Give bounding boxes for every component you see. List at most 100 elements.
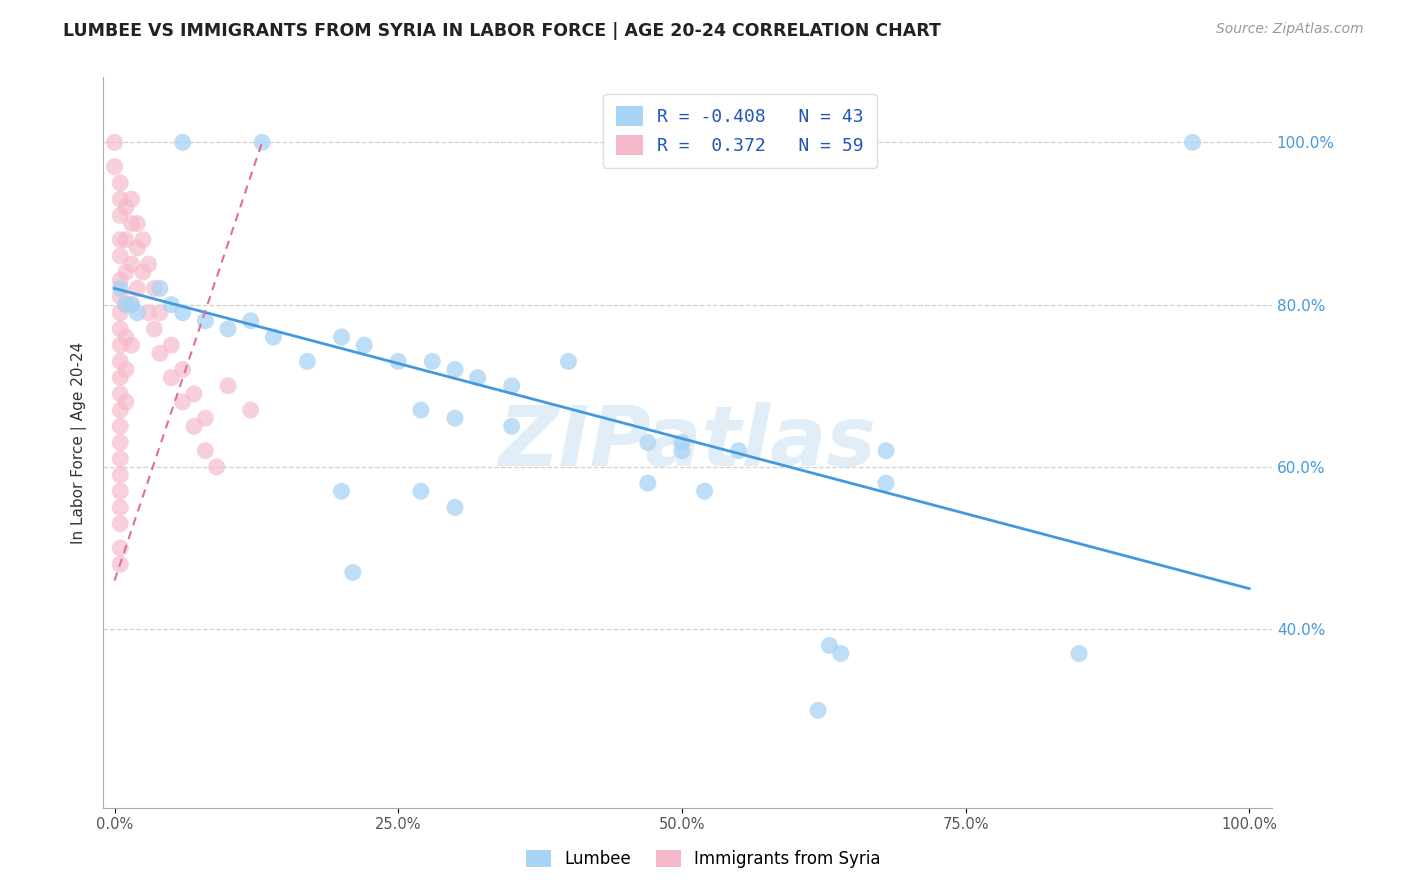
Lumbee [420, 354, 443, 368]
Immigrants from Syria [110, 435, 132, 450]
Lumbee [693, 484, 716, 499]
Lumbee [727, 443, 749, 458]
Immigrants from Syria [110, 451, 132, 466]
Lumbee [637, 435, 659, 450]
Immigrants from Syria [110, 419, 132, 434]
Immigrants from Syria [110, 468, 132, 483]
Immigrants from Syria [110, 233, 132, 247]
Lumbee [467, 370, 489, 384]
Lumbee [830, 647, 852, 661]
Immigrants from Syria [183, 419, 205, 434]
Lumbee [671, 136, 693, 150]
Immigrants from Syria [121, 338, 143, 352]
Immigrants from Syria [194, 443, 217, 458]
Immigrants from Syria [160, 338, 183, 352]
Immigrants from Syria [103, 160, 125, 174]
Immigrants from Syria [110, 289, 132, 303]
Immigrants from Syria [103, 136, 125, 150]
Lumbee [342, 566, 364, 580]
Immigrants from Syria [110, 192, 132, 206]
Lumbee [387, 354, 409, 368]
Immigrants from Syria [183, 387, 205, 401]
Immigrants from Syria [110, 516, 132, 531]
Immigrants from Syria [121, 257, 143, 271]
Immigrants from Syria [149, 346, 172, 360]
Immigrants from Syria [115, 298, 138, 312]
Text: Source: ZipAtlas.com: Source: ZipAtlas.com [1216, 22, 1364, 37]
Lumbee [172, 306, 194, 320]
Immigrants from Syria [115, 330, 138, 344]
Immigrants from Syria [160, 370, 183, 384]
Lumbee [818, 639, 841, 653]
Lumbee [330, 484, 353, 499]
Immigrants from Syria [143, 322, 166, 336]
Immigrants from Syria [110, 500, 132, 515]
Lumbee [671, 443, 693, 458]
Lumbee [353, 338, 375, 352]
Immigrants from Syria [110, 338, 132, 352]
Lumbee [557, 354, 579, 368]
Lumbee [501, 419, 523, 434]
Immigrants from Syria [217, 378, 239, 392]
Immigrants from Syria [132, 233, 155, 247]
Immigrants from Syria [172, 362, 194, 376]
Legend: R = -0.408   N = 43, R =  0.372   N = 59: R = -0.408 N = 43, R = 0.372 N = 59 [603, 94, 876, 168]
Lumbee [330, 330, 353, 344]
Immigrants from Syria [194, 411, 217, 425]
Immigrants from Syria [115, 265, 138, 279]
Lumbee [1181, 136, 1204, 150]
Immigrants from Syria [110, 208, 132, 222]
Immigrants from Syria [110, 273, 132, 287]
Lumbee [501, 378, 523, 392]
Lumbee [115, 298, 138, 312]
Lumbee [637, 476, 659, 491]
Lumbee [172, 136, 194, 150]
Lumbee [217, 322, 239, 336]
Immigrants from Syria [110, 306, 132, 320]
Lumbee [444, 500, 467, 515]
Lumbee [194, 314, 217, 328]
Immigrants from Syria [110, 387, 132, 401]
Lumbee [875, 476, 897, 491]
Immigrants from Syria [172, 395, 194, 409]
Lumbee [875, 443, 897, 458]
Legend: Lumbee, Immigrants from Syria: Lumbee, Immigrants from Syria [519, 843, 887, 875]
Lumbee [1067, 647, 1090, 661]
Lumbee [262, 330, 284, 344]
Text: LUMBEE VS IMMIGRANTS FROM SYRIA IN LABOR FORCE | AGE 20-24 CORRELATION CHART: LUMBEE VS IMMIGRANTS FROM SYRIA IN LABOR… [63, 22, 941, 40]
Immigrants from Syria [110, 403, 132, 417]
Immigrants from Syria [110, 558, 132, 572]
Text: ZIPatlas: ZIPatlas [499, 402, 876, 483]
Lumbee [110, 281, 132, 295]
Immigrants from Syria [127, 281, 149, 295]
Lumbee [160, 298, 183, 312]
Immigrants from Syria [127, 217, 149, 231]
Lumbee [250, 136, 273, 150]
Immigrants from Syria [115, 395, 138, 409]
Lumbee [121, 298, 143, 312]
Immigrants from Syria [110, 354, 132, 368]
Lumbee [297, 354, 319, 368]
Lumbee [671, 435, 693, 450]
Immigrants from Syria [110, 484, 132, 499]
Lumbee [409, 403, 432, 417]
Immigrants from Syria [143, 281, 166, 295]
Immigrants from Syria [110, 176, 132, 190]
Immigrants from Syria [239, 403, 262, 417]
Immigrants from Syria [121, 298, 143, 312]
Lumbee [807, 703, 830, 717]
Immigrants from Syria [149, 306, 172, 320]
Immigrants from Syria [110, 249, 132, 263]
Immigrants from Syria [115, 233, 138, 247]
Immigrants from Syria [127, 241, 149, 255]
Immigrants from Syria [110, 322, 132, 336]
Immigrants from Syria [110, 370, 132, 384]
Immigrants from Syria [110, 541, 132, 555]
Lumbee [444, 362, 467, 376]
Immigrants from Syria [115, 200, 138, 214]
Y-axis label: In Labor Force | Age 20-24: In Labor Force | Age 20-24 [72, 342, 87, 544]
Immigrants from Syria [138, 306, 160, 320]
Lumbee [239, 314, 262, 328]
Immigrants from Syria [132, 265, 155, 279]
Lumbee [149, 281, 172, 295]
